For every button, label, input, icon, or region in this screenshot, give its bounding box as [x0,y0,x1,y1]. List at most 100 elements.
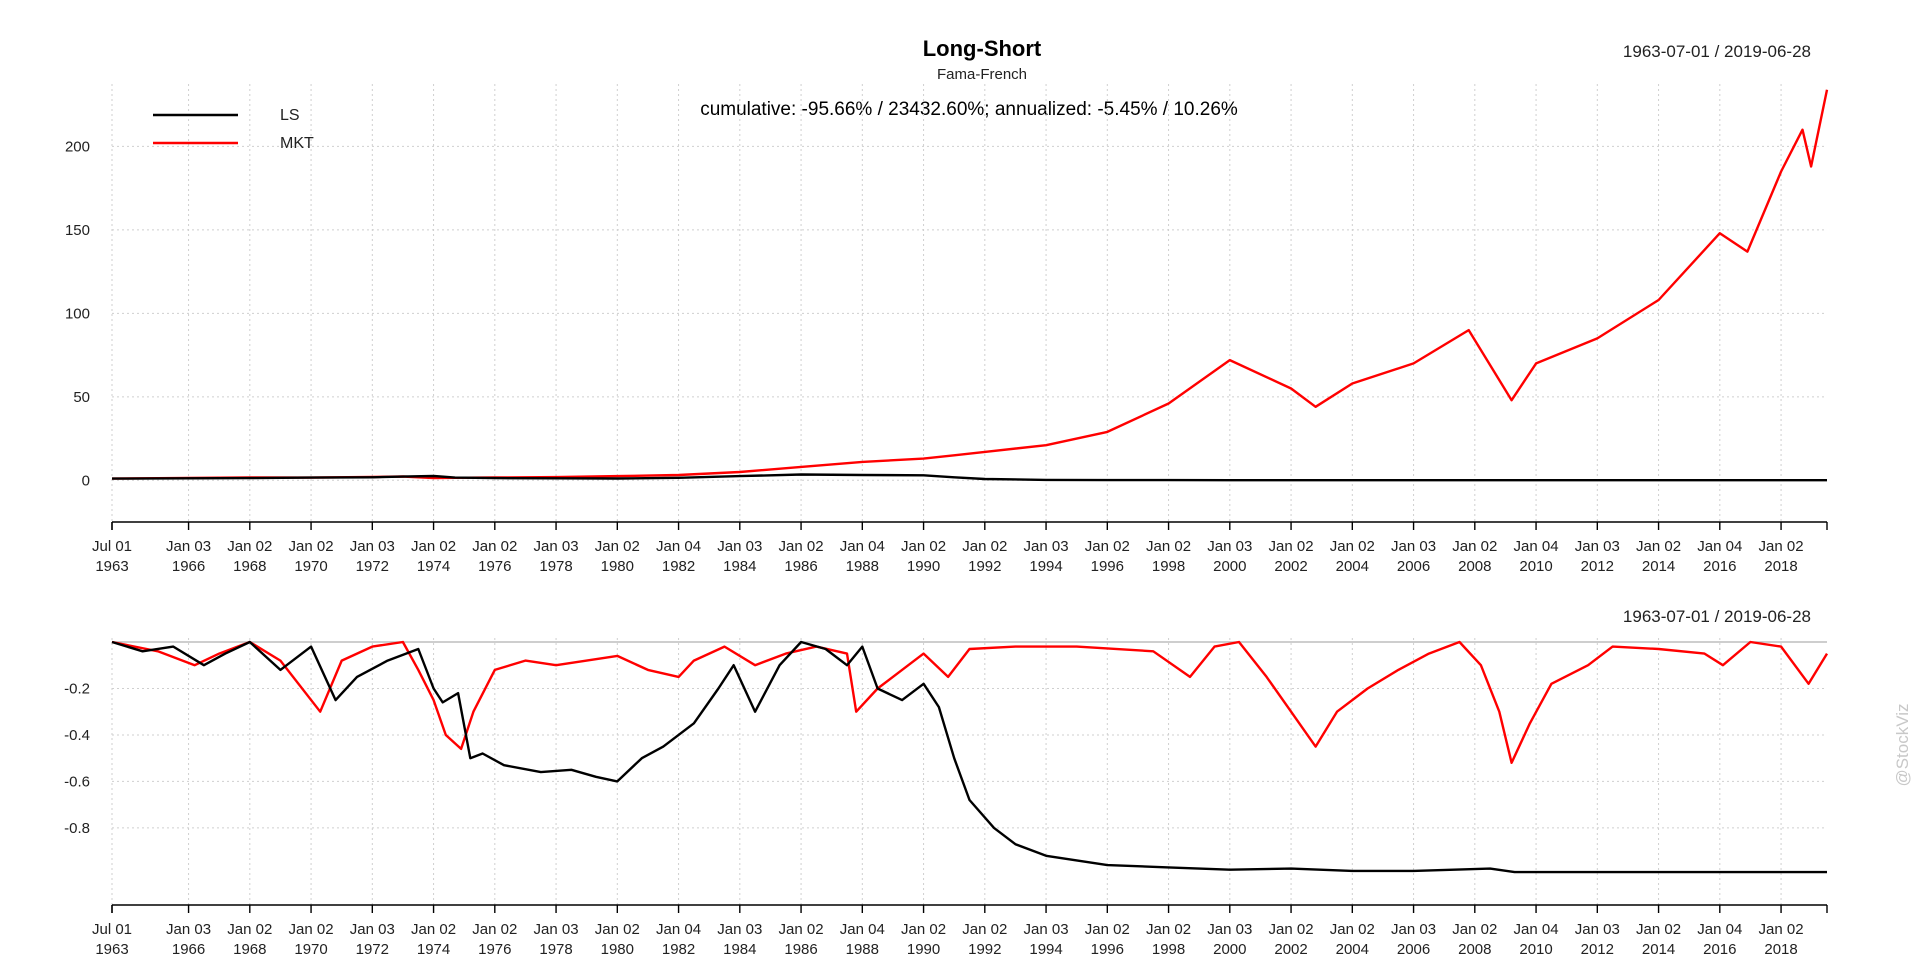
x-tick-label: Jan 02 [779,538,824,555]
top-series [111,89,1829,482]
x-tick-year: 2010 [1519,558,1552,575]
x-tick-year: 1990 [907,558,940,575]
x-tick-label: Jan 02 [1636,921,1681,938]
x-tick-label: Jan 02 [1452,538,1497,555]
y-tick-label: 0 [82,472,90,489]
chart-title: Long-Short [923,36,1042,61]
x-tick-label: Jan 03 [534,538,579,555]
bottom-series [111,640,1829,874]
x-tick-label: Jan 03 [717,538,762,555]
x-tick-year: 2002 [1274,941,1307,958]
x-tick-year: 1970 [294,558,327,575]
y-tick-label: -0.2 [64,680,90,697]
x-tick-label: Jan 03 [717,921,762,938]
x-tick-year: 1986 [784,941,817,958]
y-tick-label: 200 [65,138,90,155]
x-tick-year: 2000 [1213,558,1246,575]
x-tick-label: Jan 03 [1024,921,1069,938]
x-tick-year: 1978 [539,558,572,575]
x-tick-label: Jan 03 [1207,921,1252,938]
x-tick-year: 1996 [1091,558,1124,575]
x-tick-label: Jan 02 [1759,921,1804,938]
top-x-axis: Jul 01 1963 Jan 03 1966 Jan 02 1968 Jan 02 1970… [92,521,1828,575]
x-tick-label: Jan 03 [1024,538,1069,555]
x-tick-year: 1990 [907,941,940,958]
x-tick-year: 1992 [968,941,1001,958]
x-tick-year: 2006 [1397,941,1430,958]
x-tick-label: Jan 02 [1146,538,1191,555]
x-tick-label: Jan 02 [595,538,640,555]
x-tick-year: 2012 [1581,941,1614,958]
bottom-panel: -0.2 -0.4 -0.6 -0.8 Jul 01 1963 Jan 03 1966 Jan… [64,638,1829,958]
series-line-ls [111,473,1827,482]
x-tick-label: Jan 02 [901,921,946,938]
x-tick-label: Jan 04 [1697,921,1742,938]
y-tick-label: -0.8 [64,820,90,837]
x-tick-label: Jan 03 [166,921,211,938]
x-tick-label: Jan 04 [656,921,701,938]
x-tick-label: Jan 02 [1330,921,1375,938]
x-tick-label: Jan 02 [1759,538,1804,555]
x-tick-year: 2016 [1703,558,1736,575]
top-panel: 0 50 100 150 200 Jul 01 1963 Jan 03 1966 Jan 02 1… [65,84,1829,575]
x-tick-year: 2012 [1581,558,1614,575]
x-tick-label: Jan 03 [534,921,579,938]
x-tick-label: Jan 02 [1636,538,1681,555]
x-tick-year: 1992 [968,558,1001,575]
y-tick-label: 150 [65,222,90,239]
x-tick-label: Jan 03 [1575,538,1620,555]
top-grid [111,84,1827,522]
x-tick-label: Jan 02 [227,538,272,555]
x-tick-year: 1966 [172,941,205,958]
x-tick-year: 2018 [1764,941,1797,958]
x-tick-year: 1998 [1152,558,1185,575]
x-tick-label: Jan 02 [779,921,824,938]
x-tick-year: 1994 [1029,558,1062,575]
series-line-ls [111,640,1827,874]
x-tick-label: Jan 02 [1452,921,1497,938]
legend-label-mkt: MKT [280,135,314,152]
x-tick-label: Jul 01 [92,921,132,938]
series-line-mkt [111,640,1829,764]
x-tick-year: 1968 [233,941,266,958]
top-y-axis: 0 50 100 150 200 [65,138,90,489]
x-tick-year: 1976 [478,941,511,958]
x-tick-year: 1988 [846,558,879,575]
x-tick-year: 1978 [539,941,572,958]
x-tick-year: 1998 [1152,941,1185,958]
x-tick-year: 2010 [1519,941,1552,958]
x-tick-year: 1972 [356,941,389,958]
top-date-range: 1963-07-01 / 2019-06-28 [1623,42,1811,61]
x-tick-year: 2000 [1213,941,1246,958]
x-tick-year: 1986 [784,558,817,575]
x-tick-label: Jan 03 [1391,921,1436,938]
bottom-x-axis: Jul 01 1963 Jan 03 1966 Jan 02 1968 Jan 02 1970… [92,904,1828,958]
y-tick-label: -0.4 [64,727,90,744]
x-tick-year: 1996 [1091,941,1124,958]
x-tick-year: 2014 [1642,941,1675,958]
x-tick-label: Jan 02 [472,921,517,938]
x-tick-label: Jan 03 [350,921,395,938]
x-tick-label: Jan 03 [1391,538,1436,555]
x-tick-year: 2008 [1458,941,1491,958]
x-tick-year: 1982 [662,558,695,575]
watermark: @StockViz [1893,703,1912,786]
x-tick-year: 1984 [723,941,756,958]
bottom-y-axis: -0.2 -0.4 -0.6 -0.8 [64,680,90,836]
x-tick-year: 1982 [662,941,695,958]
x-tick-label: Jan 02 [411,538,456,555]
x-tick-year: 2008 [1458,558,1491,575]
x-tick-label: Jan 02 [227,921,272,938]
x-tick-label: Jan 04 [1514,538,1559,555]
x-tick-label: Jan 03 [166,538,211,555]
x-tick-label: Jan 02 [1085,538,1130,555]
x-tick-year: 1963 [95,558,128,575]
x-tick-label: Jan 04 [840,538,885,555]
x-tick-year: 1968 [233,558,266,575]
x-tick-year: 1976 [478,558,511,575]
y-tick-label: 50 [73,389,90,406]
x-tick-label: Jan 02 [1330,538,1375,555]
stats-annotation: cumulative: -95.66% / 23432.60%; annuali… [700,99,1238,120]
x-tick-label: Jan 02 [289,921,334,938]
